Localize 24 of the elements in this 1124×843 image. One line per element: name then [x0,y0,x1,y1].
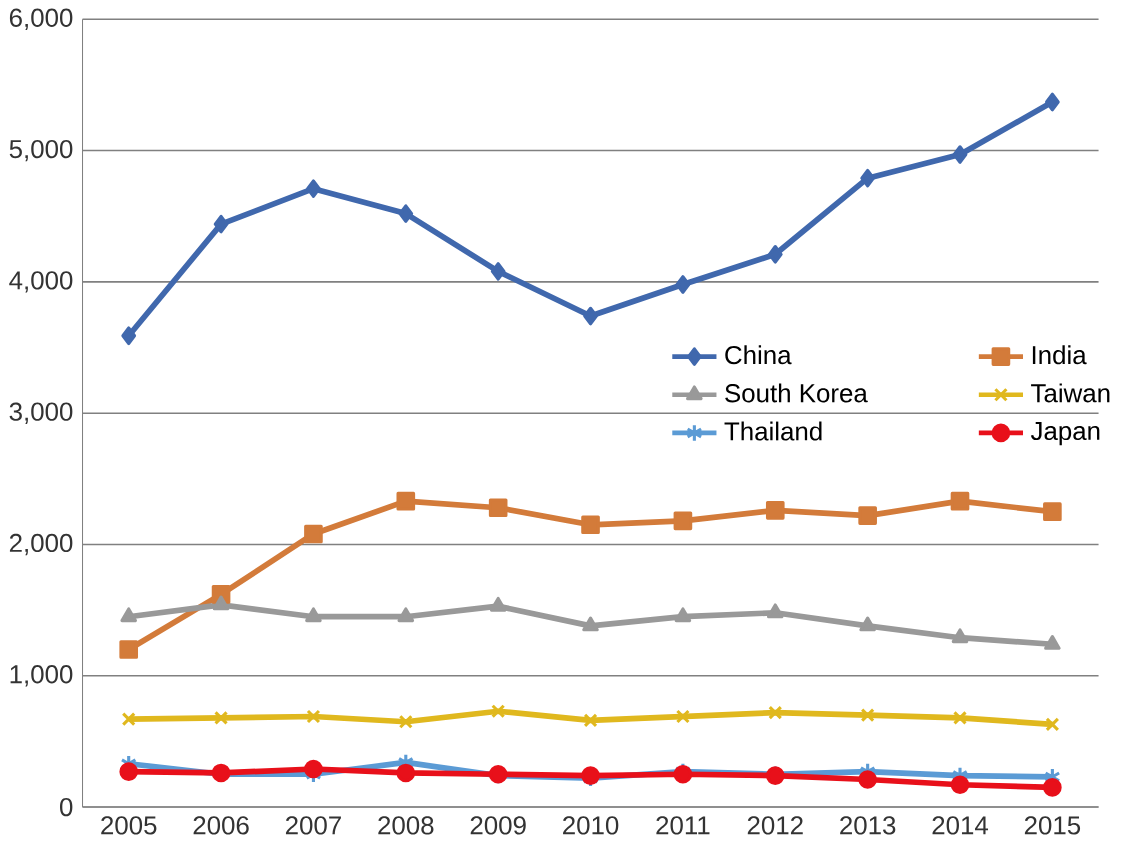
x-tick-label: 2010 [563,816,619,835]
y-tick-label: 0 [60,797,73,817]
y-tick-label: 2,000 [9,533,73,556]
x-tick-label: 2015 [1024,816,1081,835]
x-tick-label: 2011 [656,816,710,835]
x-tick-label: 2013 [840,816,896,835]
x-tick-label: 2009 [470,816,526,835]
legend-label: Thailand [724,421,822,441]
x-tick-label: 2008 [378,816,434,835]
y-tick-label: 3,000 [9,402,73,424]
x-tick-label: 2005 [101,816,157,835]
y-tick-label: 1,000 [10,665,73,687]
x-tick-label: 2012 [747,816,803,835]
legend-label: South Korea [725,383,868,403]
y-tick-label: 6,000 [9,8,73,30]
x-tick-label: 2014 [932,816,989,835]
legend-label: Taiwan [1031,383,1110,403]
y-tick-label: 4,000 [9,271,73,293]
x-tick-label: 2007 [285,816,341,835]
legend-label: China [725,345,792,365]
legend-label: Japan [1030,421,1100,446]
legend-label: India [1032,345,1087,365]
x-tick-label: 2006 [193,816,249,835]
y-tick-label: 5,000 [9,139,73,162]
